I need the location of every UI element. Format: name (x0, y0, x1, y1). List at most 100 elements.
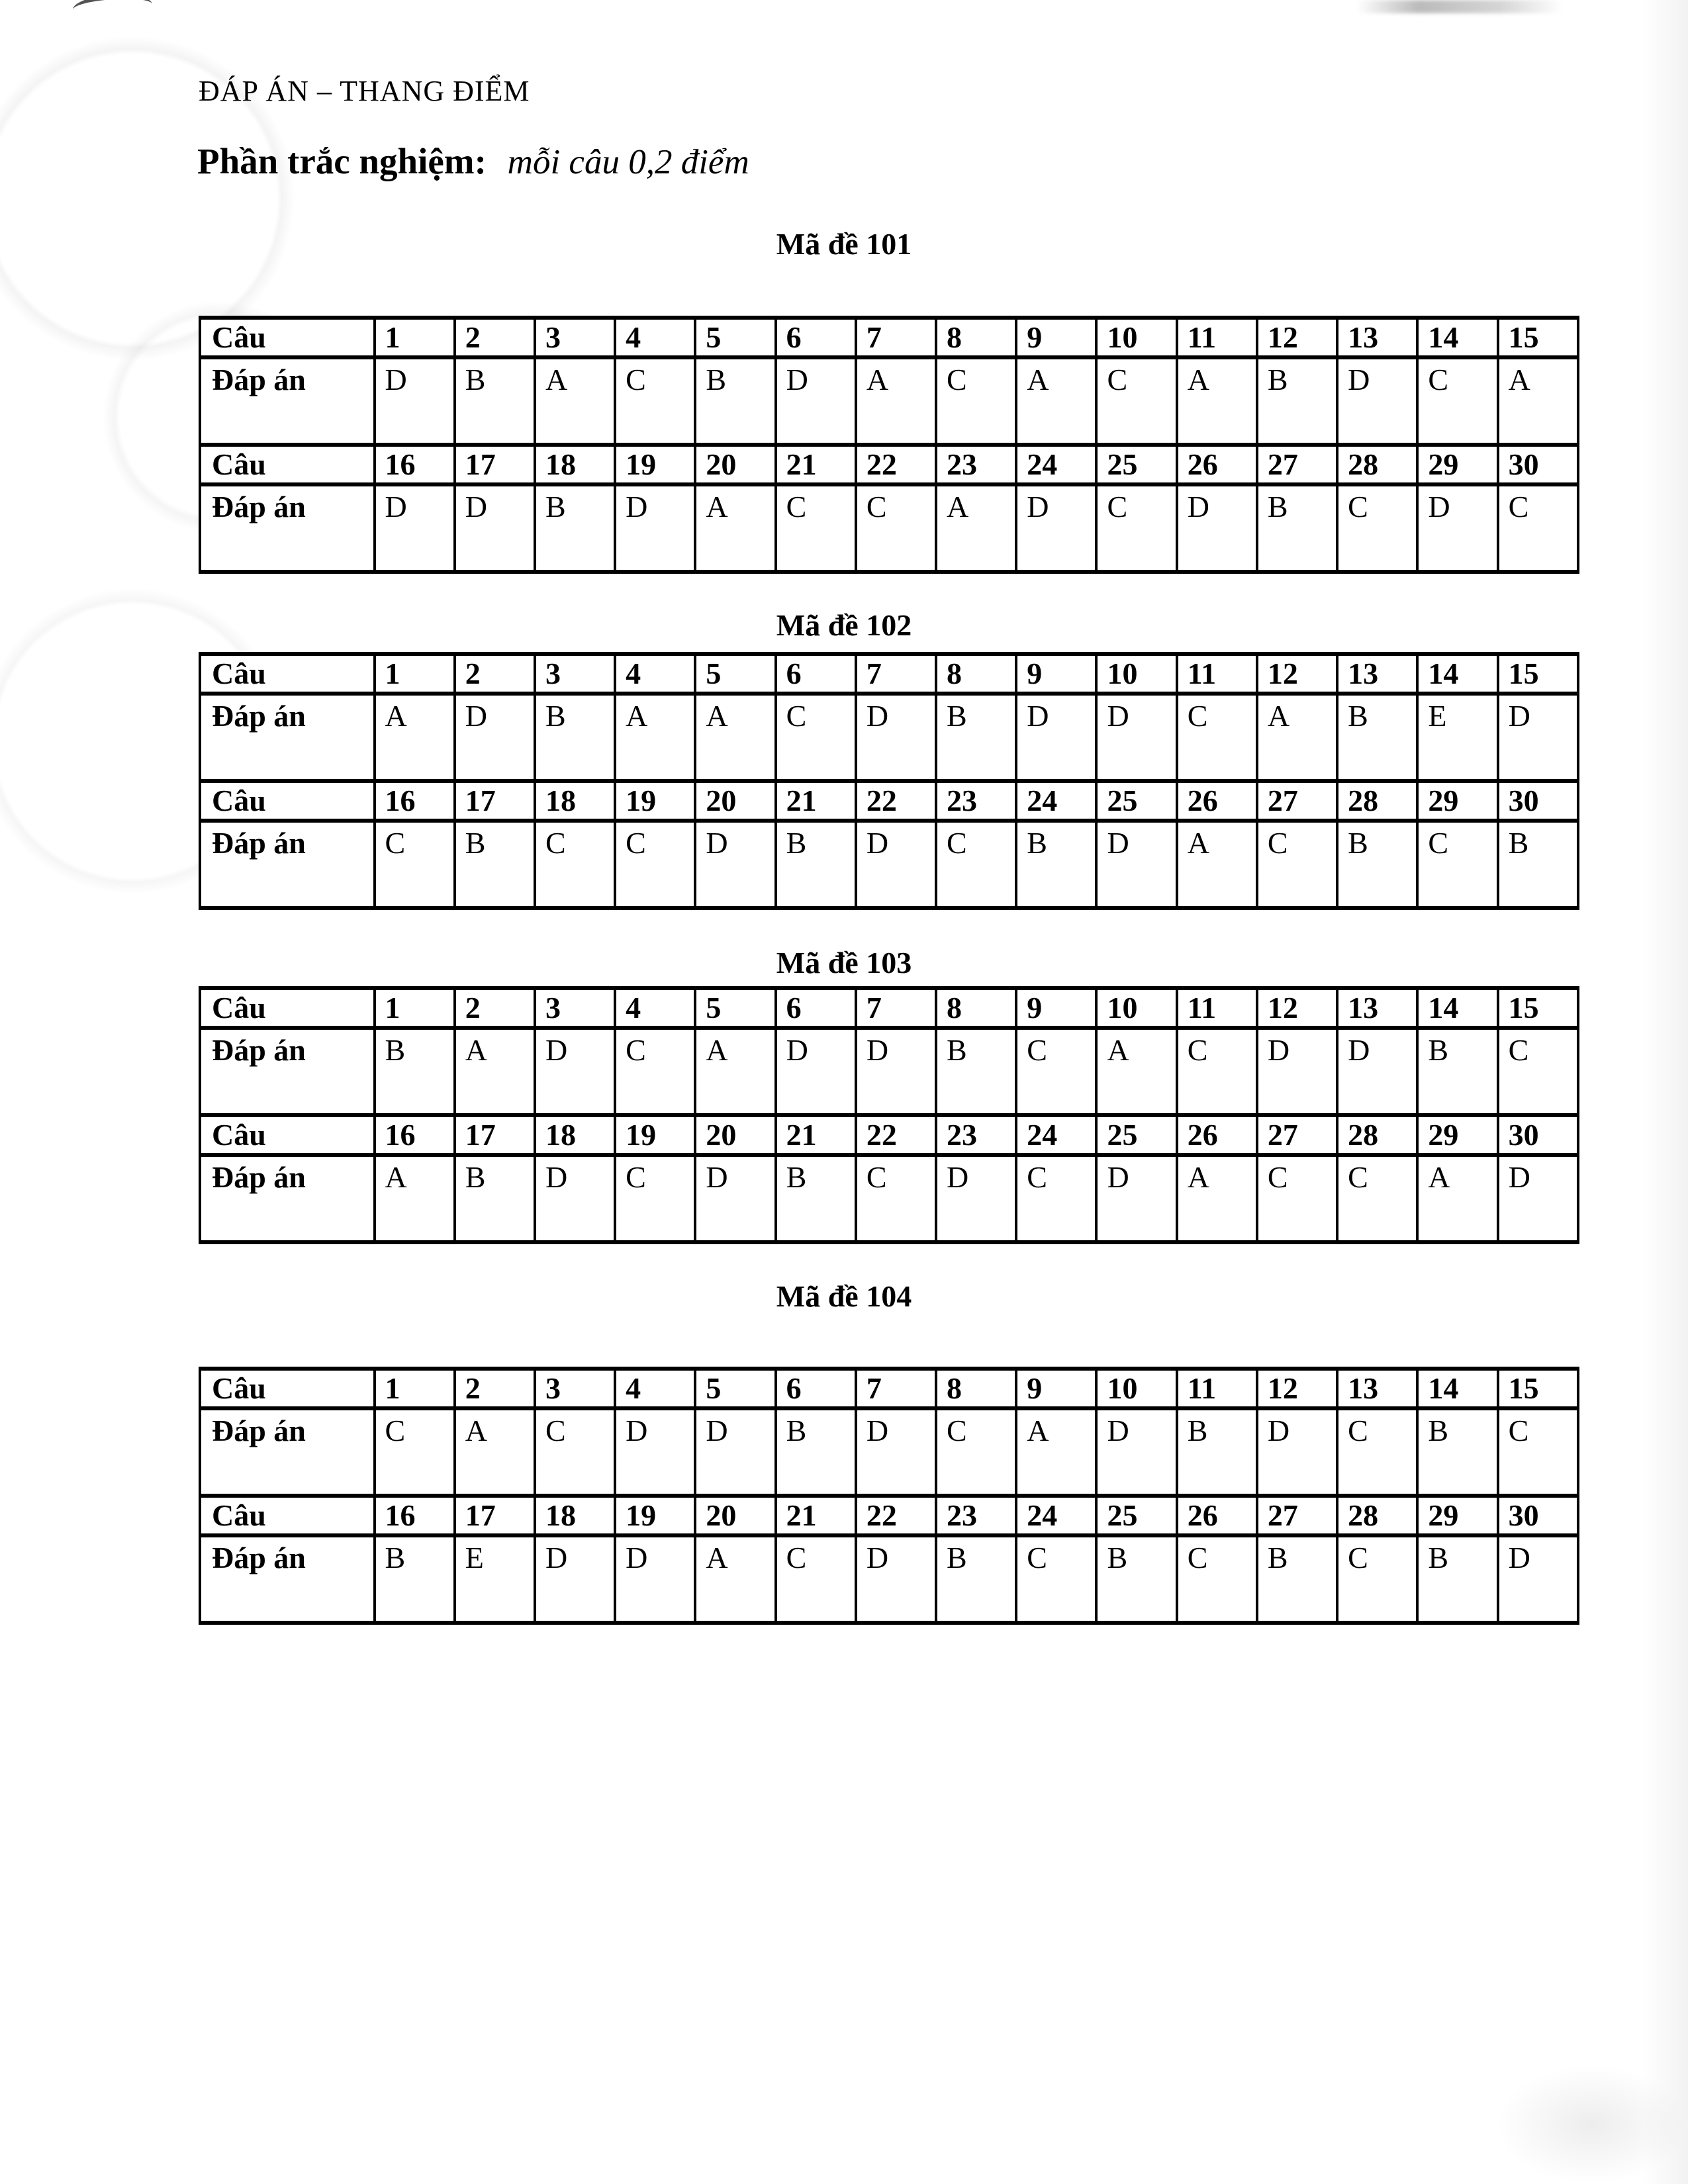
answer-letter-cell: A (854, 356, 938, 447)
answer-letter-cell: C (1416, 356, 1499, 447)
question-number-cell: 21 (774, 443, 857, 486)
question-number-cell: 29 (1416, 1494, 1499, 1537)
answer-letter-cell: A (614, 692, 697, 783)
question-number-cell: 13 (1336, 316, 1419, 359)
answer-letter-cell: C (1336, 1407, 1419, 1498)
answer-letter-cell: D (854, 1534, 938, 1625)
answer-letter-cell: D (1255, 1026, 1339, 1117)
answer-key-block: Mã đề 103 Câu 1 2 3 4 5 6 7 8 9 10 11 12 13 14 15 Đáp án… (0, 942, 1688, 1244)
answer-letter-cell: A (1416, 1154, 1499, 1244)
section-label: Phần trắc nghiệm: (197, 141, 487, 181)
answer-letter-cell: E (1416, 692, 1499, 783)
scan-smudge-bottom-right (1496, 2065, 1688, 2184)
question-number-cell: 23 (935, 1494, 1018, 1537)
answer-letter-cell: C (1095, 356, 1178, 447)
answer-letter-cell: D (935, 1154, 1018, 1244)
question-number-cell: 7 (854, 986, 938, 1030)
question-number-cell: 16 (373, 1113, 456, 1157)
answer-letter-cell: D (1015, 483, 1098, 574)
exam-code-title: Mã đề 101 (776, 227, 912, 261)
question-row: Câu 1 2 3 4 5 6 7 8 9 10 11 12 13 14 15 (199, 652, 1580, 696)
row-label-cell: Đáp án (199, 819, 376, 910)
question-number-cell: 21 (774, 1494, 857, 1537)
answer-letter-cell: A (1496, 356, 1580, 447)
answer-letter-cell: A (533, 356, 617, 447)
question-number-cell: 10 (1095, 1367, 1178, 1410)
row-label-cell: Đáp án (199, 692, 376, 783)
question-number-cell: 16 (373, 1494, 456, 1537)
question-number-cell: 27 (1255, 1113, 1339, 1157)
question-number-cell: 4 (614, 986, 697, 1030)
question-number-cell: 26 (1175, 779, 1258, 823)
question-number-cell: 22 (854, 443, 938, 486)
question-number-cell: 3 (533, 1367, 617, 1410)
answer-letter-cell: C (1175, 692, 1258, 783)
answer-letter-cell: C (1496, 483, 1580, 574)
row-label-cell: Đáp án (199, 1534, 376, 1625)
answer-letter-cell: B (1015, 819, 1098, 910)
row-label-cell: Câu (199, 1113, 376, 1157)
question-number-cell: 9 (1015, 316, 1098, 359)
question-number-cell: 30 (1496, 1113, 1580, 1157)
question-number-cell: 12 (1255, 986, 1339, 1030)
answer-letter-cell: C (614, 1154, 697, 1244)
question-number-cell: 24 (1015, 443, 1098, 486)
answer-table: Câu 1 2 3 4 5 6 7 8 9 10 11 12 13 14 15 Đáp án C A C D D B D C A D… (199, 1367, 1580, 1625)
answer-letter-cell: B (774, 1407, 857, 1498)
question-number-cell: 24 (1015, 1113, 1098, 1157)
answer-letter-cell: D (1496, 1154, 1580, 1244)
question-number-cell: 13 (1336, 1367, 1419, 1410)
question-number-cell: 15 (1496, 1367, 1580, 1410)
exam-code-title: Mã đề 104 (776, 1279, 912, 1313)
answer-letter-cell: B (935, 1534, 1018, 1625)
question-number-cell: 18 (533, 443, 617, 486)
row-label-cell: Đáp án (199, 483, 376, 574)
answer-letter-cell: A (694, 1534, 777, 1625)
question-number-cell: 5 (694, 986, 777, 1030)
question-number-cell: 15 (1496, 652, 1580, 696)
answer-letter-cell: B (1416, 1407, 1499, 1498)
question-number-cell: 22 (854, 779, 938, 823)
answer-letter-cell: C (1336, 483, 1419, 574)
answer-letter-cell: D (533, 1026, 617, 1117)
question-number-cell: 2 (453, 652, 536, 696)
question-number-cell: 29 (1416, 1113, 1499, 1157)
row-label-cell: Đáp án (199, 356, 376, 447)
answer-letter-cell: D (774, 356, 857, 447)
question-number-cell: 2 (453, 986, 536, 1030)
answer-letter-cell: D (1095, 692, 1178, 783)
answer-letter-cell: C (774, 483, 857, 574)
question-number-cell: 30 (1496, 779, 1580, 823)
answer-letter-cell: C (1416, 819, 1499, 910)
question-number-cell: 30 (1496, 1494, 1580, 1537)
answer-letter-cell: B (935, 1026, 1018, 1117)
question-number-cell: 13 (1336, 652, 1419, 696)
question-number-cell: 8 (935, 316, 1018, 359)
answer-letter-cell: D (1336, 1026, 1419, 1117)
answer-letter-cell: C (373, 1407, 456, 1498)
question-number-cell: 2 (453, 1367, 536, 1410)
question-number-cell: 18 (533, 779, 617, 823)
question-number-cell: 27 (1255, 1494, 1339, 1537)
answer-letter-cell: B (1255, 483, 1339, 574)
answer-row: Đáp án B A D C A D D B C A C D D B C (199, 1026, 1580, 1117)
question-number-cell: 14 (1416, 986, 1499, 1030)
question-number-cell: 3 (533, 986, 617, 1030)
question-number-cell: 12 (1255, 652, 1339, 696)
exam-code-title: Mã đề 102 (776, 608, 912, 642)
page-title: ĐÁP ÁN – THANG ĐIỂM (199, 75, 530, 107)
section-heading: Phần trắc nghiệm: mỗi câu 0,2 điểm (197, 140, 749, 182)
question-row: Câu 16 17 18 19 20 21 22 23 24 25 26 27 28 29 30 (199, 1494, 1580, 1537)
answer-table: Câu 1 2 3 4 5 6 7 8 9 10 11 12 13 14 15 Đáp án D B A C B D A C A C… (199, 316, 1580, 574)
question-number-cell: 24 (1015, 1494, 1098, 1537)
answer-letter-cell: D (1015, 692, 1098, 783)
question-number-cell: 30 (1496, 443, 1580, 486)
question-number-cell: 11 (1175, 652, 1258, 696)
question-number-cell: 14 (1416, 1367, 1499, 1410)
question-number-cell: 1 (373, 1367, 456, 1410)
row-label-cell: Câu (199, 1367, 376, 1410)
answer-letter-cell: B (694, 356, 777, 447)
answer-letter-cell: B (453, 819, 536, 910)
question-number-cell: 15 (1496, 986, 1580, 1030)
question-number-cell: 11 (1175, 1367, 1258, 1410)
